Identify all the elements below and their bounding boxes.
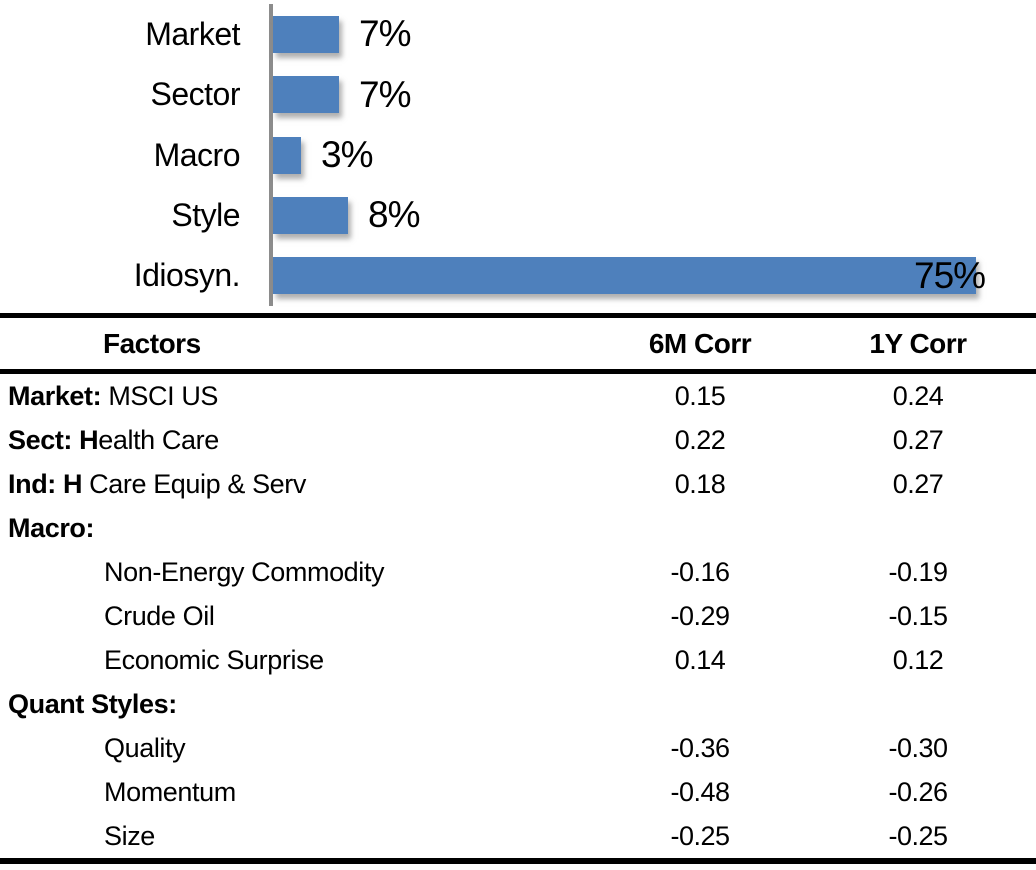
chart-bar [273,196,348,234]
table-row: Size -0.25 -0.25 [0,814,1036,858]
chart-value-label: 7% [359,13,411,55]
chart-bar-row: 7% [273,4,1036,64]
cell-1y-corr: -0.30 [888,732,948,763]
cell-1y-corr: 0.24 [892,380,944,411]
factor-label-text: Momentum [104,776,236,807]
factor-label-bold: Quant Styles: [8,688,177,719]
cell-6m-corr: -0.16 [670,556,730,587]
factor-label-cell: Momentum [0,777,600,808]
chart-plot-area: 7% 7% 3% 8% 75% [269,4,1036,306]
cell-6m-corr: -0.29 [670,600,730,631]
factor-label-cell: Crude Oil [0,601,600,632]
table-row: Momentum -0.48 -0.26 [0,770,1036,814]
chart-bar-row: 7% [273,64,1036,124]
factor-label-cell: Quality [0,733,600,764]
risk-contribution-bar-chart: Market Sector Macro Style Idiosyn. 7% 7% 3% 8% 7… [0,0,1036,306]
cell-1y-corr: -0.19 [888,556,948,587]
factor-label-text: Care Equip & Serv [82,468,306,499]
factor-correlation-table: Factors 6M Corr 1Y Corr Market: MSCI US 0… [0,313,1036,864]
factor-label-text: Crude Oil [104,600,215,631]
factor-label-cell: Economic Surprise [0,645,600,676]
table-row: Macro: [0,506,1036,550]
factor-label-text: Size [104,820,155,851]
chart-value-label: 3% [321,134,373,176]
cell-1y-corr: -0.25 [888,820,948,851]
factor-label-cell: Size [0,821,600,852]
factor-label-text: Non-Energy Commodity [104,556,385,587]
chart-value-label: 7% [359,73,411,115]
chart-bar-row: 3% [273,125,1036,185]
chart-bar [273,136,301,174]
factor-label-cell: Macro: [0,513,600,544]
factor-label-cell: Quant Styles: [0,689,600,720]
cell-6m-corr: -0.48 [670,776,730,807]
chart-bar [273,257,976,295]
chart-category-axis: Market Sector Macro Style Idiosyn. [0,4,241,306]
table-row: Economic Surprise 0.14 0.12 [0,638,1036,682]
chart-category-label: Market [145,15,240,52]
table-body: Market: MSCI US 0.15 0.24 Sect: Health Care… [0,374,1036,858]
column-header-6m-corr: 6M Corr [648,327,752,359]
cell-1y-corr: -0.26 [888,776,948,807]
factor-label-cell: Ind: H Care Equip & Serv [0,469,600,500]
column-header-1y-corr: 1Y Corr [869,327,967,359]
factor-label-bold: Sect: H [8,424,99,455]
cell-6m-corr: -0.36 [670,732,730,763]
column-header-factors: Factors [103,327,201,359]
cell-1y-corr: 0.12 [892,644,944,675]
chart-category-label: Sector [150,76,241,113]
factor-label-cell: Sect: Health Care [0,425,600,456]
table-row: Ind: H Care Equip & Serv 0.18 0.27 [0,462,1036,506]
cell-1y-corr: 0.27 [892,468,944,499]
factor-label-cell: Market: MSCI US [0,381,600,412]
factor-label-text: ealth Care [98,424,219,455]
factor-label-cell: Non-Energy Commodity [0,557,600,588]
chart-category-label: Idiosyn. [133,257,241,294]
table-row: Sect: Health Care 0.22 0.27 [0,418,1036,462]
factor-label-text: Quality [104,732,186,763]
table-header-row: Factors 6M Corr 1Y Corr [0,318,1036,374]
cell-6m-corr: 0.14 [674,644,726,675]
table-row: Crude Oil -0.29 -0.15 [0,594,1036,638]
chart-bar-row: 8% [273,185,1036,245]
cell-6m-corr: 0.22 [674,424,726,455]
chart-bar [273,15,339,53]
factor-label-bold: Ind: H [8,468,83,499]
cell-6m-corr: 0.15 [674,380,726,411]
factor-label-text: MSCI US [101,380,219,411]
chart-bar [273,76,339,114]
factor-label-bold: Macro: [8,512,95,543]
chart-category-label: Macro [153,136,241,173]
table-row: Non-Energy Commodity -0.16 -0.19 [0,550,1036,594]
chart-value-label: 8% [368,194,420,236]
table-row: Quant Styles: [0,682,1036,726]
factor-label-bold: Market: [8,380,102,411]
cell-1y-corr: -0.15 [888,600,948,631]
cell-6m-corr: -0.25 [670,820,730,851]
chart-bar-row: 75% [273,246,1036,306]
cell-1y-corr: 0.27 [892,424,944,455]
chart-value-label: 75% [914,254,986,296]
cell-6m-corr: 0.18 [674,468,726,499]
factor-label-text: Economic Surprise [104,644,324,675]
chart-category-label: Style [171,196,240,233]
table-row: Market: MSCI US 0.15 0.24 [0,374,1036,418]
table-row: Quality -0.36 -0.30 [0,726,1036,770]
